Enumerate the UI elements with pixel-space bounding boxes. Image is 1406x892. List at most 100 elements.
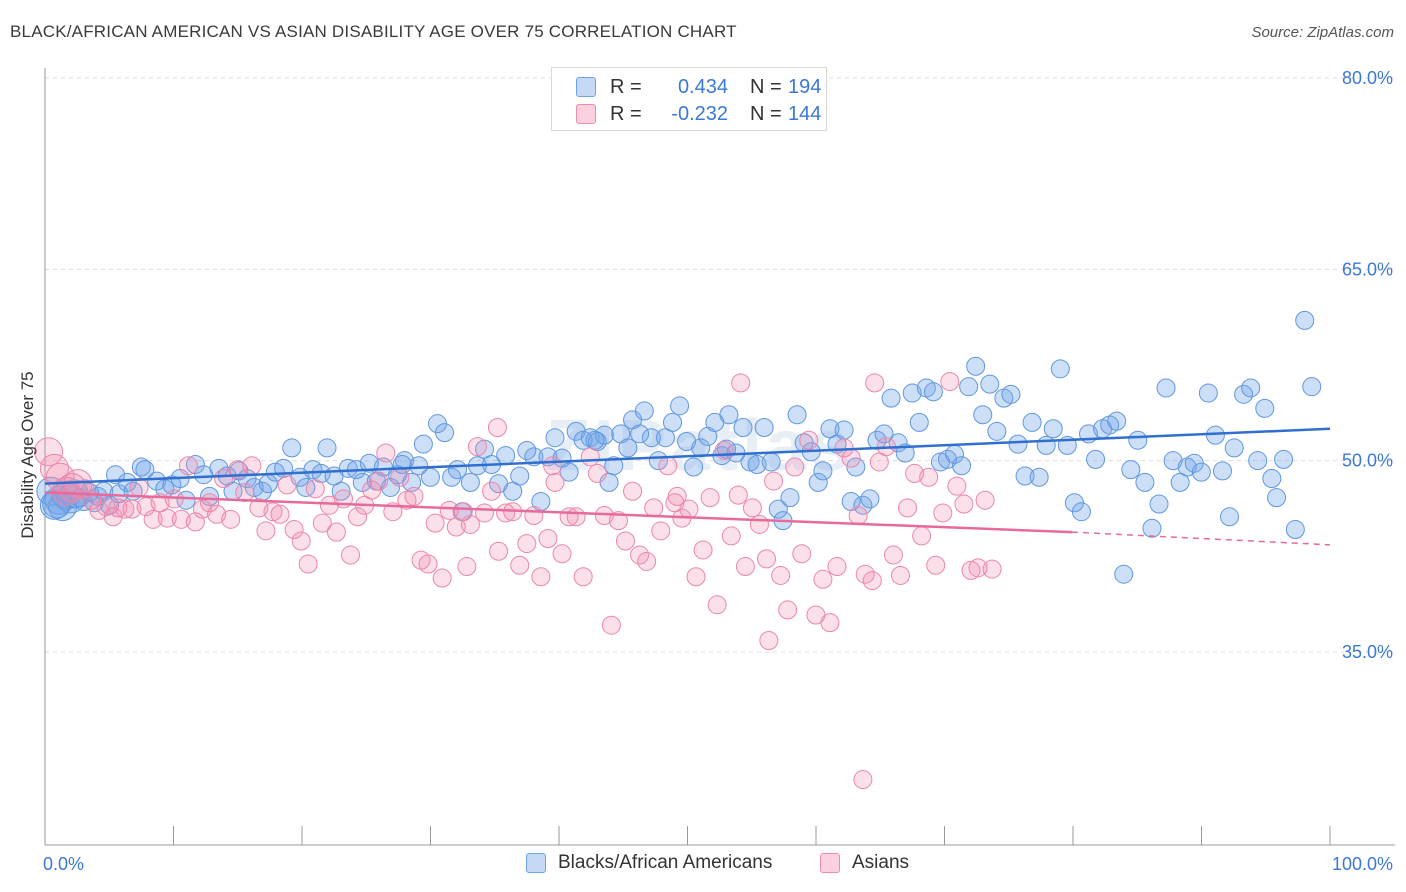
data-point: [792, 544, 812, 564]
data-point: [348, 507, 368, 527]
data-point: [898, 498, 918, 518]
data-point: [637, 551, 657, 571]
legend-r-label: R =: [610, 75, 642, 98]
data-point: [487, 418, 507, 438]
data-point: [249, 498, 269, 518]
data-point: [644, 498, 664, 518]
data-point: [517, 534, 537, 554]
trend-line-blacks: [44, 427, 1331, 485]
data-point: [122, 499, 142, 519]
data-point: [982, 559, 1002, 579]
data-point: [390, 467, 410, 487]
data-point: [291, 531, 311, 551]
data-point: [1128, 430, 1148, 450]
data-point: [1262, 469, 1282, 489]
data-point: [684, 457, 704, 477]
data-point: [1001, 384, 1021, 404]
data-point: [813, 569, 833, 589]
data-point: [865, 373, 885, 393]
data-point: [115, 499, 135, 519]
data-point: [192, 499, 212, 519]
chart-title: BLACK/AFRICAN AMERICAN VS ASIAN DISABILI…: [10, 22, 737, 41]
data-point: [952, 456, 972, 476]
data-point: [580, 447, 600, 467]
data-point: [1029, 467, 1049, 487]
data-point: [1086, 449, 1106, 469]
data-point: [277, 475, 297, 495]
data-point: [1121, 460, 1141, 480]
data-point: [432, 568, 452, 588]
data-point: [524, 506, 544, 526]
data-point: [1043, 419, 1063, 439]
data-point: [531, 567, 551, 587]
data-point: [425, 513, 445, 533]
data-point: [641, 428, 661, 448]
data-point: [700, 488, 720, 508]
data-point: [759, 631, 779, 651]
trend-line-asians: [44, 491, 1073, 534]
data-point: [883, 545, 903, 565]
data-point: [733, 418, 753, 438]
data-point: [1163, 451, 1183, 471]
legend-item-asians: Asians: [820, 852, 909, 874]
data-point: [457, 557, 477, 577]
data-point: [947, 476, 967, 496]
data-point: [663, 412, 683, 432]
axes: [44, 68, 1395, 846]
data-point: [749, 514, 769, 534]
data-point: [1015, 466, 1035, 486]
correlation-legend: R = 0.434 N = 194 R = -0.232 N = 144: [551, 67, 827, 131]
legend-label-blacks: Blacks/African Americans: [558, 852, 773, 873]
data-point: [693, 540, 713, 560]
data-point: [728, 485, 748, 505]
data-point: [855, 564, 875, 584]
data-point: [735, 557, 755, 577]
data-point: [827, 557, 847, 577]
data-point: [895, 443, 915, 463]
data-point: [510, 555, 530, 575]
legend-n-label: N =: [750, 102, 782, 125]
data-point: [780, 488, 800, 508]
y-axis-label: Disability Age Over 75: [18, 371, 37, 539]
data-point: [853, 495, 873, 515]
data-point: [545, 472, 565, 492]
data-point: [298, 554, 318, 574]
data-point: [409, 456, 429, 476]
data-point: [754, 418, 774, 438]
data-point: [909, 412, 929, 432]
data-point: [1107, 411, 1127, 431]
data-point: [1224, 438, 1244, 458]
data-point: [677, 432, 697, 452]
data-point: [742, 498, 762, 518]
data-point: [961, 560, 981, 580]
data-point: [1267, 488, 1287, 508]
data-point: [157, 508, 177, 528]
legend-n-value: 144: [788, 102, 822, 125]
trend-lines: [44, 427, 1331, 546]
data-point: [670, 396, 690, 416]
y-tick-label: 35.0%: [1342, 642, 1393, 662]
data-point: [256, 521, 276, 541]
data-point: [719, 405, 739, 425]
data-point: [651, 521, 671, 541]
data-point: [1114, 564, 1134, 584]
data-point: [496, 503, 516, 523]
data-point: [543, 456, 563, 476]
data-point: [1274, 449, 1294, 469]
data-point: [439, 500, 459, 520]
legend-swatch-asians: [576, 104, 596, 124]
data-point: [369, 471, 389, 491]
data-point: [912, 526, 932, 546]
data-point: [594, 425, 614, 445]
data-point: [731, 373, 751, 393]
data-point: [129, 477, 149, 497]
data-point: [34, 437, 64, 467]
data-point: [919, 467, 939, 487]
data-point: [691, 438, 711, 458]
legend-swatch-asians: [820, 853, 840, 873]
data-point: [171, 509, 191, 529]
legend-label-asians: Asians: [852, 852, 910, 873]
data-point: [721, 526, 741, 546]
data-point: [658, 456, 678, 476]
data-point: [566, 507, 586, 527]
